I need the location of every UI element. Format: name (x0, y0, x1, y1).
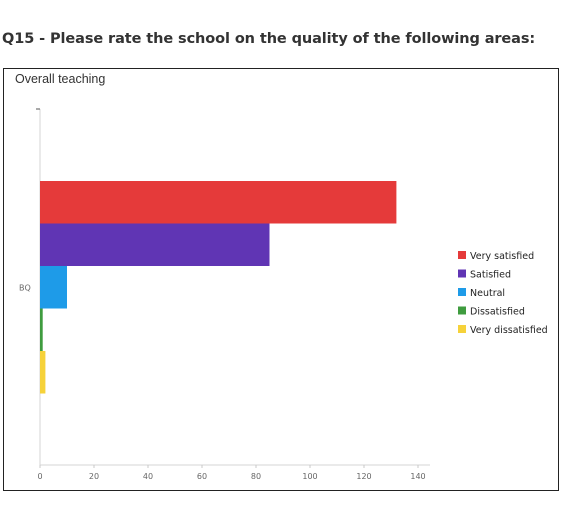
bar-neutral (40, 266, 67, 309)
x-tick-label: 20 (89, 472, 99, 481)
legend-swatch (458, 306, 466, 315)
legend-swatch (458, 251, 466, 259)
bar-very-dissatisfied (40, 351, 46, 394)
chart-title: Overall teaching (15, 72, 105, 86)
bar-very-satisfied (40, 181, 397, 224)
x-tick-label: 60 (197, 472, 207, 481)
chart: Overall teaching 0 20 40 60 80 100 120 140 BQ Ve… (15, 72, 548, 481)
x-tick-label: 120 (356, 472, 371, 481)
legend-label: Satisfied (470, 270, 511, 281)
x-tick-label: 100 (302, 472, 317, 481)
bar-satisfied (40, 223, 270, 266)
bar-dissatisfied (40, 308, 43, 351)
y-category-label: BQ (19, 283, 31, 292)
legend: Very satisfied Satisfied Neutral Dissatisfi… (458, 251, 548, 336)
legend-label: Dissatisfied (470, 307, 525, 318)
legend-swatch (458, 269, 466, 278)
x-tick-label: 80 (251, 472, 261, 481)
plot-area: 0 20 40 60 80 100 120 140 BQ (19, 108, 430, 481)
x-tick-label: 0 (37, 472, 42, 481)
legend-label: Neutral (470, 288, 505, 299)
x-tick-label: 40 (143, 472, 153, 481)
legend-swatch (458, 325, 466, 333)
x-tick-label: 140 (410, 472, 425, 481)
legend-label: Very satisfied (470, 251, 534, 262)
chart-frame: Overall teaching 0 20 40 60 80 100 120 140 BQ Ve… (3, 68, 559, 491)
legend-swatch (458, 288, 466, 296)
page-heading: Q15 - Please rate the school on the qual… (2, 31, 536, 47)
legend-label: Very dissatisfied (470, 325, 548, 336)
